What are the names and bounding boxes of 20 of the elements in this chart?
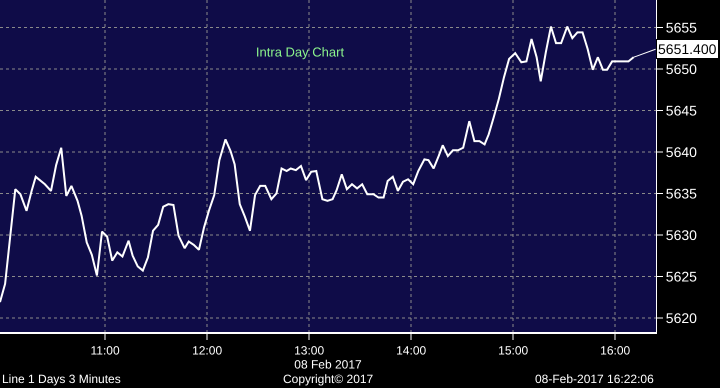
- x-tick-label: 15:00: [498, 343, 529, 358]
- text: 08-Feb-2017 16:22:06: [535, 372, 654, 386]
- y-tick-label: 5620: [666, 310, 698, 326]
- y-tick-label: 5640: [666, 144, 698, 160]
- x-axis-title: 08 Feb 2017: [294, 357, 362, 372]
- y-tick-label: 5630: [666, 226, 698, 243]
- x-tick-label: 14:00: [396, 343, 426, 358]
- x-tick-label: 13:00: [294, 343, 324, 358]
- text: Line 1 Days 3 Minutes: [2, 372, 121, 386]
- x-tick-label: 11:00: [90, 343, 120, 358]
- y-tick-label: 5650: [666, 60, 698, 77]
- x-tick-label: 16:00: [600, 343, 631, 358]
- x-tick-label: 12:00: [192, 343, 222, 358]
- annotation: 5651.400: [658, 41, 717, 57]
- text: Copyright© 2017: [283, 372, 374, 386]
- y-tick-label: 5645: [666, 102, 698, 118]
- y-tick-label: 5635: [666, 185, 698, 202]
- y-tick-label: 5625: [666, 268, 698, 284]
- y-tick-label: 5655: [666, 19, 698, 36]
- text: Intra Day Chart: [256, 44, 344, 60]
